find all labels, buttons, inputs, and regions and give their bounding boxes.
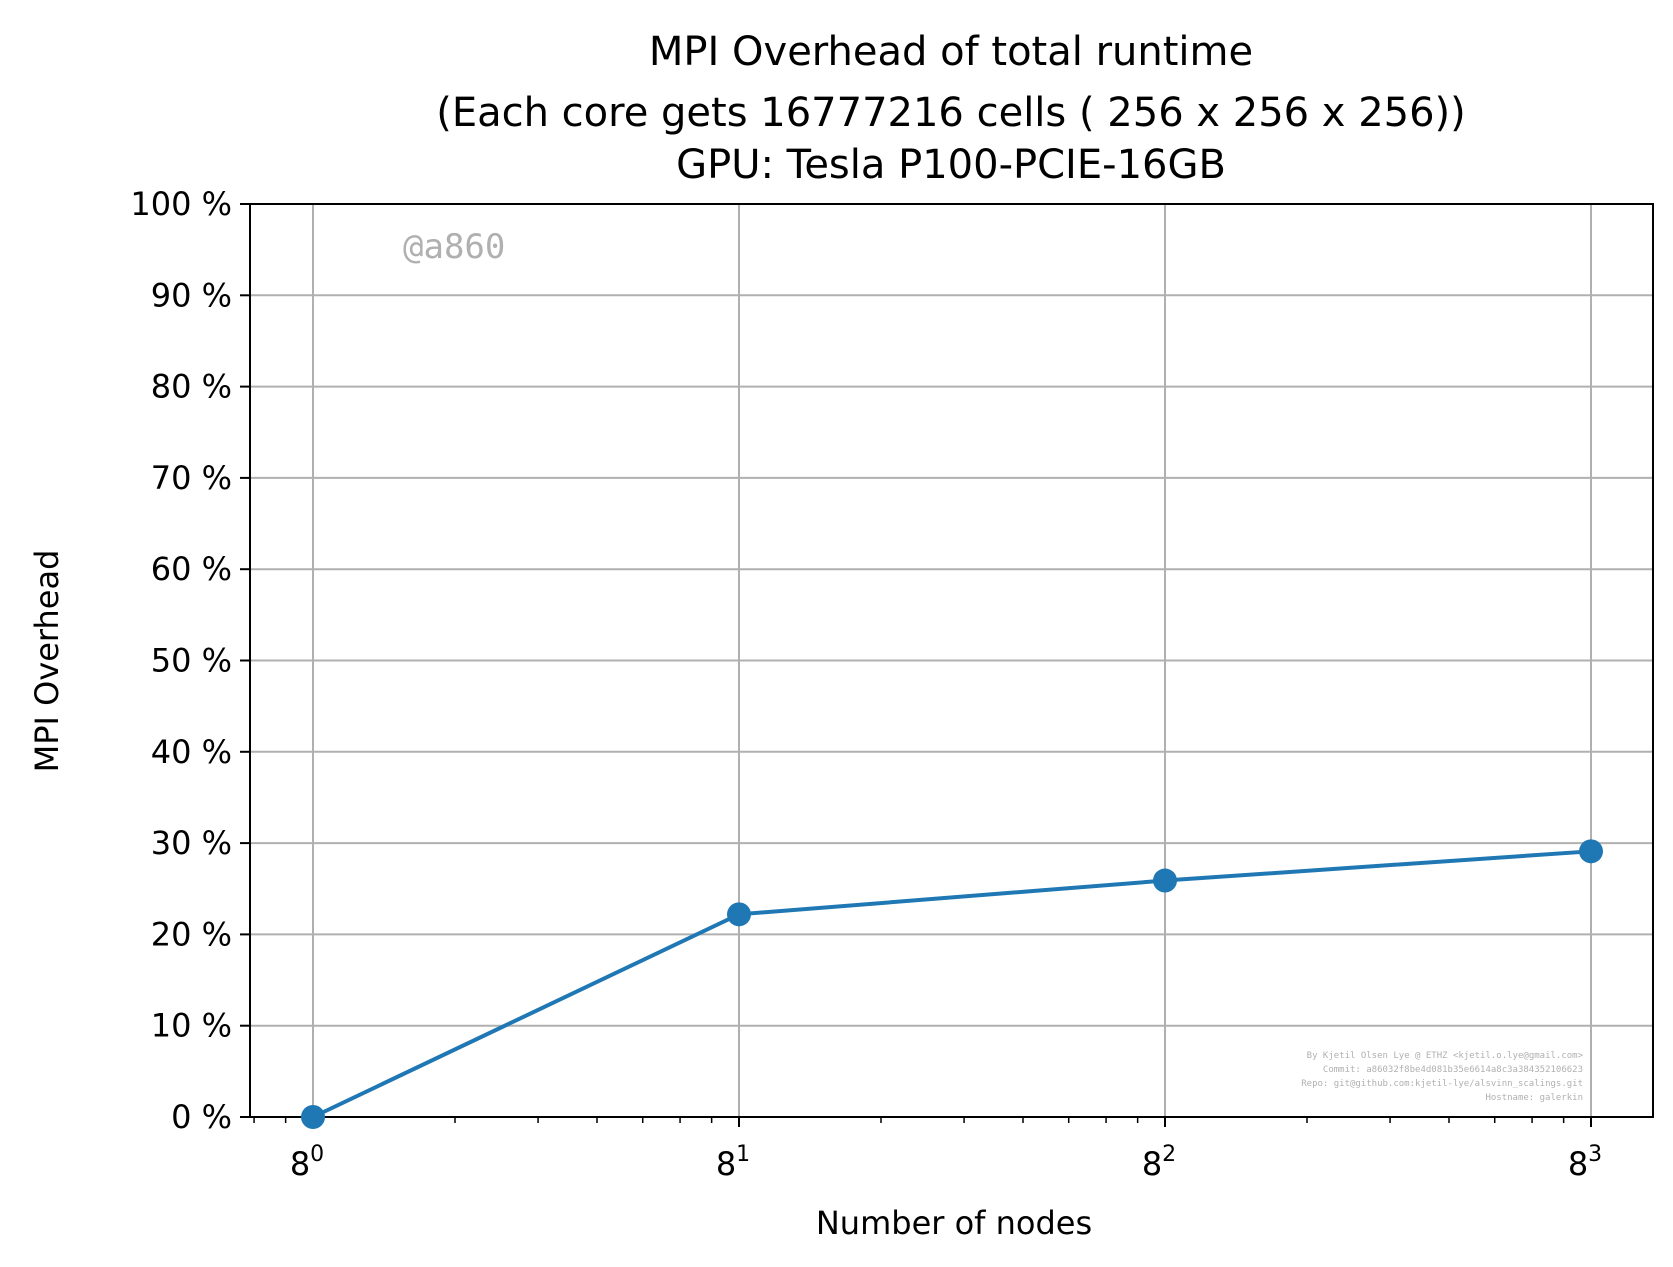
y-tick-label: 100 %: [130, 185, 232, 223]
y-tick-label: 10 %: [151, 1007, 232, 1045]
y-axis-label: MPI Overhead: [28, 550, 66, 773]
series-line: [312, 849, 1592, 1119]
footer-line-2: Commit: a86032f8be4d081b35e6614a8c3a3843…: [1323, 1065, 1583, 1075]
title-line-1: MPI Overhead of total runtime: [649, 29, 1253, 75]
y-tick-label: 20 %: [151, 915, 232, 953]
x-tick-label: 82: [1142, 1142, 1176, 1183]
x-tick-label: 83: [1568, 1142, 1602, 1183]
footer-line-4: Hostname: galerkin: [1485, 1093, 1583, 1103]
watermark-text: @a860: [403, 227, 505, 267]
y-tick-label: 50 %: [151, 642, 232, 680]
y-tick-labels: 0 % 10 % 20 % 30 % 40 % 50 % 60 % 70 % 80 % 90 % 1…: [130, 185, 232, 1136]
y-tick-label: 80 %: [151, 368, 232, 406]
y-tick-label: 40 %: [151, 733, 232, 771]
x-tick-labels: 80 81 82 83: [290, 1142, 1602, 1183]
y-tick-label: 70 %: [151, 459, 232, 497]
data-point: [301, 1105, 325, 1129]
chart-title: MPI Overhead of total runtime (Each core…: [436, 29, 1466, 188]
footer-info: By Kjetil Olsen Lye @ ETHZ <kjetil.o.lye…: [1301, 1051, 1583, 1103]
y-tick-label: 30 %: [151, 824, 232, 862]
data-point: [1153, 868, 1177, 893]
data-point: [727, 902, 751, 927]
footer-line-1: By Kjetil Olsen Lye @ ETHZ <kjetil.o.lye…: [1307, 1051, 1584, 1061]
y-tick-label: 90 %: [151, 276, 232, 314]
plot-frame: [249, 203, 1654, 1118]
title-line-3: GPU: Tesla P100-PCIE-16GB: [676, 142, 1226, 188]
data-point: [1579, 839, 1603, 864]
x-tick-label: 80: [290, 1142, 324, 1183]
series-layer: [301, 839, 1603, 1129]
y-tick-label: 60 %: [151, 550, 232, 588]
major-ticks: [240, 203, 1592, 1127]
x-axis-label: Number of nodes: [816, 1204, 1092, 1242]
title-line-2: (Each core gets 16777216 cells ( 256 x 2…: [436, 90, 1466, 136]
y-tick-label: 0 %: [171, 1098, 232, 1136]
x-tick-label: 81: [716, 1142, 750, 1183]
footer-line-3: Repo: git@github.com:kjetil-lye/alsvinn_…: [1301, 1079, 1583, 1089]
